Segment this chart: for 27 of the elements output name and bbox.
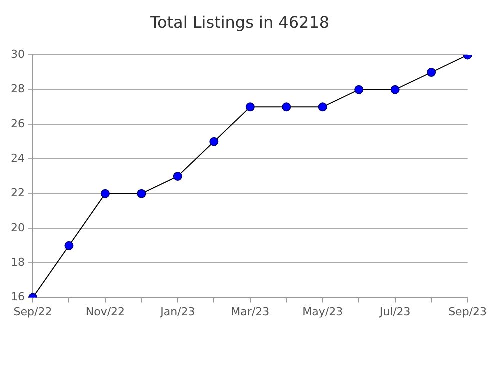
point <box>210 137 219 146</box>
point <box>137 189 146 198</box>
x-tick-label: Jan/23 <box>160 305 196 318</box>
y-tick-label: 22 <box>10 186 25 200</box>
point <box>318 102 328 112</box>
point <box>64 241 74 250</box>
chart-title: Total Listings in 46218 <box>149 12 330 32</box>
y-tick-label: 28 <box>10 82 25 96</box>
y-tick-label: 30 <box>10 48 25 62</box>
x-tick-label: Jul/23 <box>378 305 411 318</box>
x-tick-label: Sep/22 <box>14 305 52 318</box>
point <box>282 102 292 112</box>
x-tick-label: Mar/23 <box>231 305 270 318</box>
point <box>173 172 182 181</box>
x-tick-label: Nov/22 <box>86 305 126 318</box>
point <box>390 85 400 94</box>
y-tick-label: 16 <box>10 290 25 304</box>
y-tick-label: 24 <box>10 152 25 166</box>
y-tick-label: 20 <box>10 221 25 234</box>
x-tick-label: Sep/23 <box>448 305 487 318</box>
x-tick-label: May/23 <box>302 305 344 318</box>
y-tick-label: 26 <box>10 117 25 130</box>
point <box>100 189 110 198</box>
y-tick-label: 18 <box>10 256 25 269</box>
point <box>427 68 436 78</box>
point <box>246 102 255 112</box>
point <box>354 85 364 94</box>
